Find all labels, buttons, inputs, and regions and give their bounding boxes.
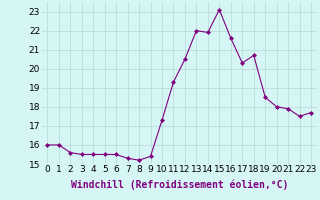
X-axis label: Windchill (Refroidissement éolien,°C): Windchill (Refroidissement éolien,°C) <box>70 180 288 190</box>
